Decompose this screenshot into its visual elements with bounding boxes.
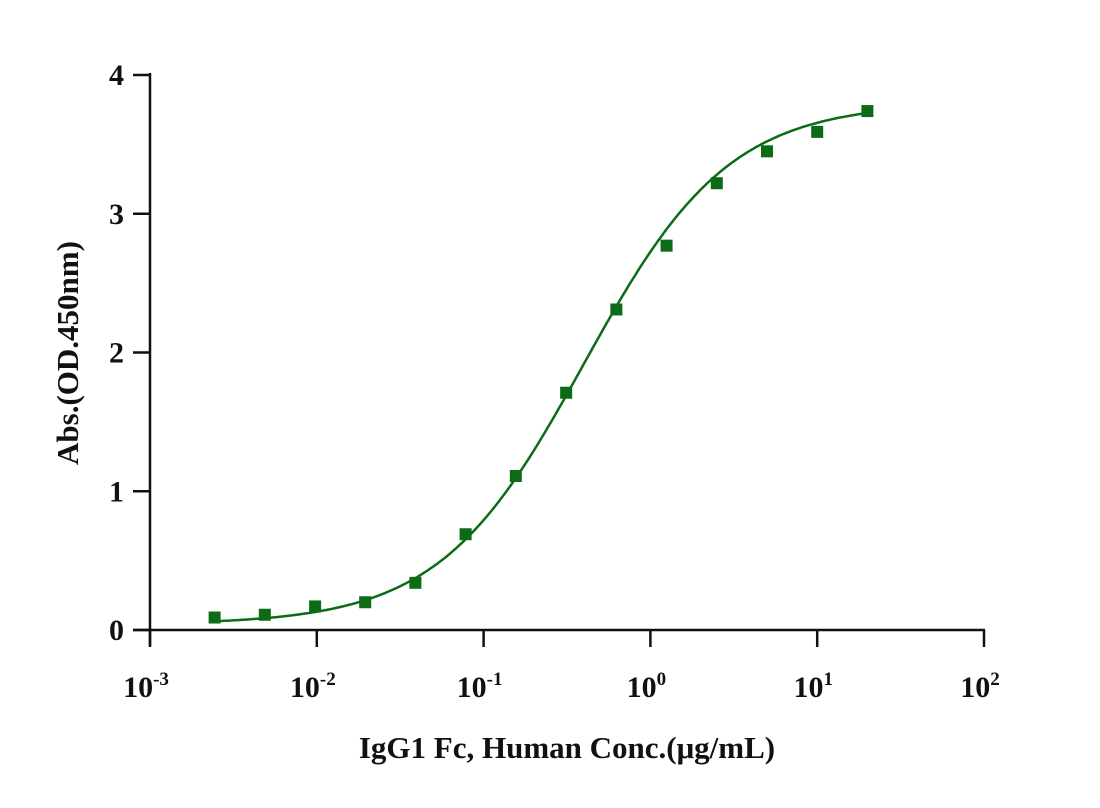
x-tick-label: 102 <box>960 669 1000 704</box>
x-tick-base: 10 <box>123 671 153 704</box>
x-tick-label: 10-2 <box>290 669 336 704</box>
x-tick-exponent: -2 <box>320 669 336 690</box>
data-point-marker <box>760 145 773 158</box>
x-tick-base: 10 <box>290 671 320 704</box>
x-tick-base: 10 <box>627 671 657 704</box>
y-tick-label: 3 <box>109 198 124 231</box>
data-markers <box>208 105 874 624</box>
x-tick-label: 100 <box>627 669 667 704</box>
x-tick-base: 10 <box>960 671 990 704</box>
data-point-marker <box>660 239 673 252</box>
y-tick-label: 1 <box>109 475 124 508</box>
y-axis-title: Abs.(OD.450nm) <box>50 241 85 465</box>
x-tick-exponent: -3 <box>153 669 169 690</box>
y-tick-label: 0 <box>109 614 124 647</box>
y-tick-label: 2 <box>109 337 124 370</box>
data-point-marker <box>560 386 573 399</box>
data-point-marker <box>359 596 372 609</box>
x-tick-exponent: 0 <box>657 669 667 690</box>
data-point-marker <box>409 576 422 589</box>
y-tick-label: 4 <box>109 59 124 92</box>
data-point-marker <box>459 528 472 541</box>
x-tick-label: 10-1 <box>457 669 503 704</box>
data-point-marker <box>208 611 221 624</box>
x-tick-label: 101 <box>793 669 833 704</box>
x-tick-label: 10-3 <box>123 669 169 704</box>
x-tick-exponent: 1 <box>823 669 833 690</box>
data-point-marker <box>509 469 522 482</box>
axes <box>133 73 985 646</box>
y-ticks: 0 1 2 3 4 <box>109 59 150 647</box>
x-axis-title: IgG1 Fc, Human Conc.(μg/mL) <box>359 730 775 765</box>
x-tick-base: 10 <box>457 671 487 704</box>
data-point-marker <box>309 600 322 613</box>
x-ticks: 10-3 10-2 10-1 100 101 102 <box>123 630 1000 704</box>
data-point-marker <box>861 105 874 118</box>
x-tick-exponent: -1 <box>487 669 503 690</box>
fit-curve <box>214 111 868 623</box>
data-point-marker <box>258 608 271 621</box>
data-point-marker <box>811 125 824 138</box>
data-point-marker <box>610 303 623 316</box>
data-point-marker <box>710 177 723 190</box>
x-tick-base: 10 <box>793 671 823 704</box>
x-tick-exponent: 2 <box>990 669 1000 690</box>
